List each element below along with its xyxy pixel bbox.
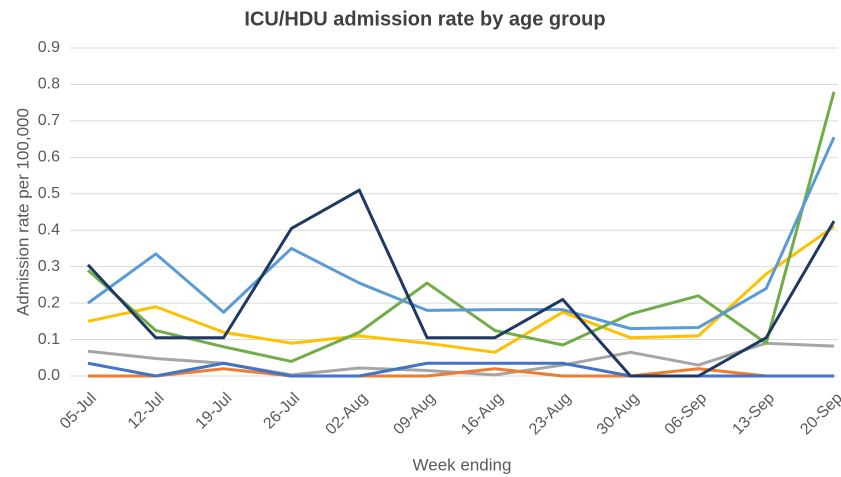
y-tick-label: 0.1: [38, 331, 60, 348]
x-tick-label: 13-Sep: [729, 390, 778, 439]
x-tick-label: 23-Aug: [526, 390, 575, 439]
x-tick-label: 26-Jul: [260, 390, 303, 433]
y-tick-label: 0.8: [38, 76, 60, 93]
x-tick-label: 02-Aug: [323, 390, 372, 439]
x-tick-label: 30-Aug: [594, 390, 643, 439]
x-tick-label: 05-Jul: [57, 390, 100, 433]
series-line: [87, 225, 835, 354]
x-tick-label: 16-Aug: [458, 390, 507, 439]
y-tick-label: 0.2: [38, 294, 60, 311]
y-tick-label: 0.4: [38, 221, 60, 238]
y-tick-label: 0.7: [38, 112, 60, 129]
x-tick-label: 20-Sep: [797, 390, 841, 439]
x-tick-label: 06-Sep: [662, 390, 711, 439]
y-tick-label: 0.9: [38, 39, 60, 56]
series-line: [86, 188, 836, 378]
chart-title: ICU/HDU admission rate by age group: [244, 8, 605, 30]
y-tick-label: 0.3: [38, 258, 60, 275]
series-line: [87, 91, 836, 363]
y-tick-label: 0.6: [38, 149, 60, 166]
x-tick-label: 19-Jul: [193, 390, 236, 433]
series-line: [87, 361, 834, 378]
x-axis-label: Week ending: [413, 455, 512, 474]
series-line: [87, 136, 836, 331]
x-tick-label: 12-Jul: [125, 390, 168, 433]
y-axis-label: Admission rate per 100,000: [13, 108, 32, 316]
y-tick-label: 0.0: [38, 367, 60, 384]
x-tick-label: 09-Aug: [390, 390, 439, 439]
y-tick-label: 0.5: [38, 185, 60, 202]
